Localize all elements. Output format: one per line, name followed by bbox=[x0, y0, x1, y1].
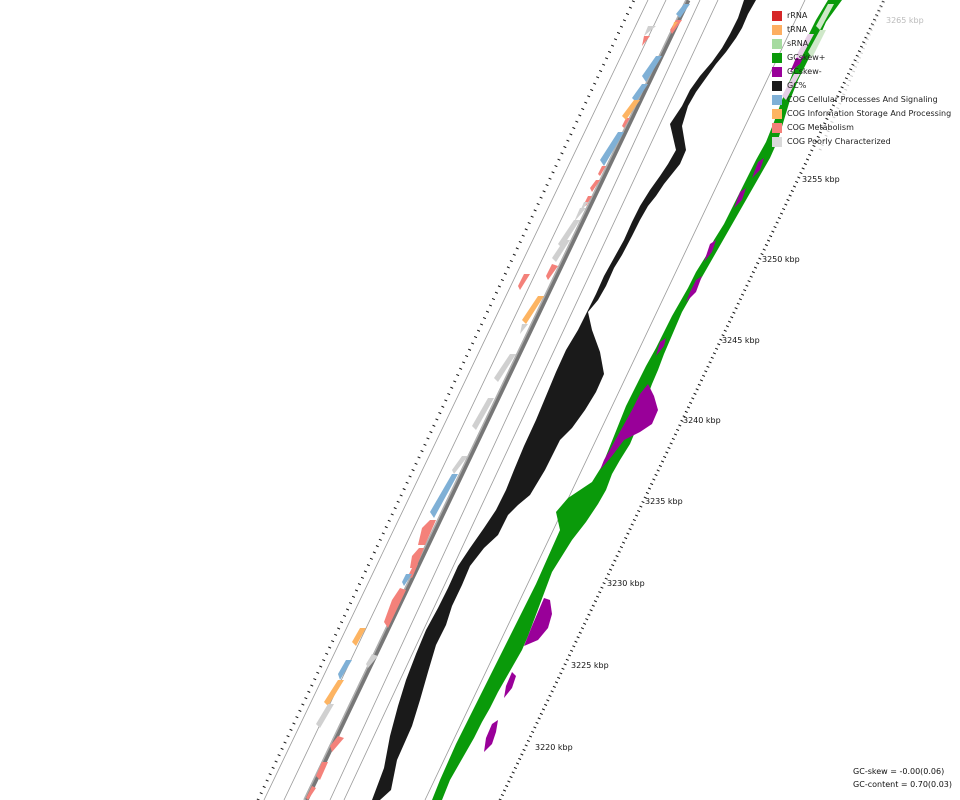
gc-content-swatch bbox=[772, 81, 782, 91]
legend-item-cog-cellular: COG Cellular Processes And Signaling bbox=[772, 93, 951, 107]
ruler-label-3255: 3255 kbp bbox=[802, 175, 840, 184]
legend-item-gc-content: GC% bbox=[772, 79, 951, 93]
legend-item-trna: tRNA bbox=[772, 23, 951, 37]
gene-features bbox=[306, 4, 834, 800]
legend-item-cog-information: COG Information Storage And Processing bbox=[772, 107, 951, 121]
ruler-label-3230: 3230 kbp bbox=[607, 579, 645, 588]
ruler-label-3250: 3250 kbp bbox=[762, 255, 800, 264]
cog-information-swatch bbox=[772, 109, 782, 119]
ruler-label-3235: 3235 kbp bbox=[645, 497, 683, 506]
cog-information-genes bbox=[324, 100, 640, 706]
cog-cellular-swatch bbox=[772, 95, 782, 105]
srna-genes bbox=[808, 4, 834, 58]
trna-swatch bbox=[772, 25, 782, 35]
cog-poorly-swatch bbox=[772, 137, 782, 147]
gcskew-minus-swatch bbox=[772, 67, 782, 77]
ruler-label-3265: 3265 kbp bbox=[886, 16, 924, 25]
legend-item-cog-metabolism: COG Metabolism bbox=[772, 121, 951, 135]
gc-skew-minus-track bbox=[484, 56, 804, 752]
cog-poorly-genes bbox=[316, 26, 656, 728]
cog-cellular-genes bbox=[338, 4, 690, 680]
cog-metabolism-swatch bbox=[772, 123, 782, 133]
ruler-label-3225: 3225 kbp bbox=[571, 661, 609, 670]
legend-item-srna: sRNA bbox=[772, 37, 951, 51]
outer-tick-track bbox=[256, 0, 636, 800]
legend-item-cog-poorly: COG Poorly Characterized bbox=[772, 135, 951, 149]
gcskew-plus-swatch bbox=[772, 53, 782, 63]
faded-genes bbox=[782, 34, 814, 100]
srna-swatch bbox=[772, 39, 782, 49]
ruler-tick-track-faded bbox=[818, 0, 886, 151]
gc-content-stat: GC-content = 0.70(0.03) bbox=[853, 780, 952, 789]
legend-item-rrna: rRNA bbox=[772, 9, 951, 23]
legend-item-gcskew-minus: GCskew- bbox=[772, 65, 951, 79]
ruler-label-3220: 3220 kbp bbox=[535, 743, 573, 752]
rrna-swatch bbox=[772, 11, 782, 21]
track-guide-lines bbox=[263, 0, 806, 800]
ruler-labels: 3220 kbp 3225 kbp 3230 kbp 3235 kbp 3240… bbox=[535, 16, 924, 752]
genome-stats: GC-skew = -0.00(0.06) GC-content = 0.70(… bbox=[853, 765, 952, 791]
ruler-label-3240: 3240 kbp bbox=[683, 416, 721, 425]
cog-metabolism-genes bbox=[306, 20, 682, 800]
legend: rRNA tRNA sRNA GCskew+ GCskew- GC% COG C… bbox=[772, 9, 951, 149]
ruler-label-3245: 3245 kbp bbox=[722, 336, 760, 345]
legend-item-gcskew-plus: GCskew+ bbox=[772, 51, 951, 65]
trna-genes bbox=[672, 22, 678, 30]
gc-skew-stat: GC-skew = -0.00(0.06) bbox=[853, 767, 945, 776]
gc-content-track bbox=[372, 0, 756, 800]
